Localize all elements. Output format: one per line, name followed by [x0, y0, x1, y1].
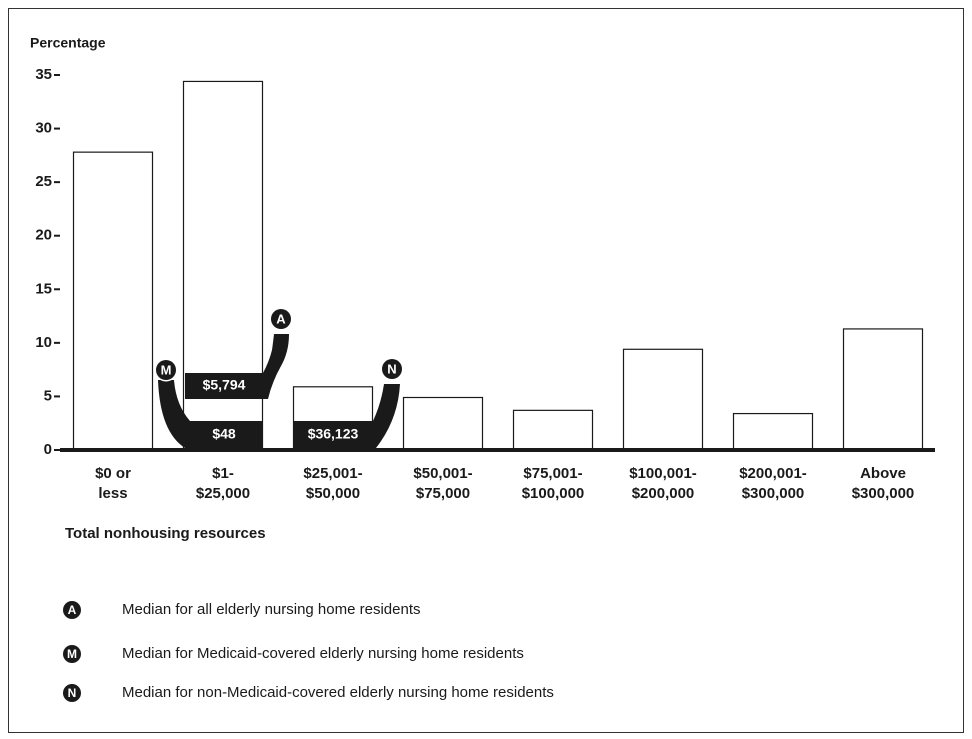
marker-letter: A: [276, 311, 286, 326]
bar: [72, 151, 154, 451]
y-tick-label: 30: [35, 120, 52, 137]
annotation-label: $5,794: [203, 377, 246, 393]
x-tick-label: $75,001-$100,000: [522, 465, 585, 502]
marker-letter: M: [161, 362, 172, 377]
y-axis-label: Percentage: [30, 35, 106, 51]
y-tick-label: 35: [35, 66, 52, 83]
annotation-label: $36,123: [308, 426, 359, 442]
marker-circle: [382, 359, 402, 379]
marker-circle: [63, 684, 81, 702]
x-tick-label: $200,001-$300,000: [739, 465, 807, 502]
legend-text: Median for non-Medicaid-covered elderly …: [122, 684, 554, 701]
y-tick-label: 25: [35, 173, 52, 190]
annotation-shape: [158, 380, 263, 448]
x-tick-label: $1-$25,000: [196, 465, 250, 502]
x-tick-label: $100,001-$200,000: [629, 465, 697, 502]
legend-text: Median for all elderly nursing home resi…: [122, 601, 420, 618]
bar: [732, 412, 814, 451]
x-tick-label: Above $300,000: [852, 465, 915, 502]
x-tick-label: $0 or less: [95, 465, 131, 502]
annotation-shape: [294, 384, 400, 448]
x-axis-label: Total nonhousing resources: [65, 525, 266, 542]
bar: [512, 409, 594, 451]
marker-letter: A: [68, 603, 77, 617]
legend-text: Median for Medicaid-covered elderly nurs…: [122, 645, 524, 662]
bar: [402, 396, 484, 451]
x-tick-label: $25,001-$50,000: [303, 465, 362, 502]
x-tick-label: $50,001-$75,000: [413, 465, 472, 502]
y-tick-label: 20: [35, 227, 52, 244]
marker-circle: [156, 360, 176, 380]
y-tick-label: 10: [35, 334, 52, 351]
annotation-label: $48: [212, 426, 236, 442]
y-tick-label: 5: [44, 387, 52, 404]
marker-circle: [63, 645, 81, 663]
annotation-shape: [185, 334, 289, 399]
frame: [8, 8, 964, 733]
bar: [842, 328, 924, 451]
y-tick-label: 0: [44, 441, 52, 458]
marker-letter: M: [67, 647, 77, 661]
marker-letter: N: [68, 686, 77, 700]
y-tick-label: 15: [35, 280, 52, 297]
bar: [622, 348, 704, 451]
marker-letter: N: [387, 361, 396, 376]
marker-circle: [63, 601, 81, 619]
marker-circle: [271, 309, 291, 329]
